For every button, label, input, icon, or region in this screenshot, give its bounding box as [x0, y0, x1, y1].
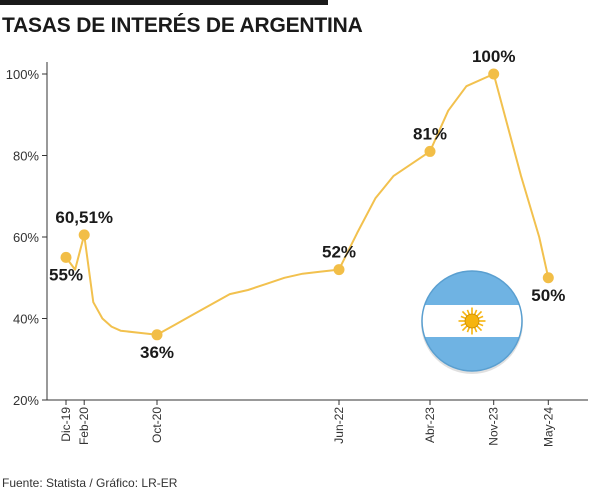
data-label: 55%	[49, 265, 83, 284]
sun-ray	[461, 310, 468, 317]
source-note: Fuente: Statista / Gráfico: LR-ER	[2, 476, 178, 490]
data-point	[78, 229, 90, 241]
sun-ray	[478, 315, 484, 320]
x-tick-label: Feb-20	[77, 407, 91, 445]
y-tick-label: 80%	[13, 149, 39, 164]
flag-border	[421, 270, 523, 372]
sun-ray	[473, 327, 478, 333]
argentina-flag-icon	[421, 270, 523, 374]
data-label: 100%	[472, 47, 515, 66]
y-tick-label: 20%	[13, 393, 39, 408]
data-point	[542, 272, 554, 284]
title-rule	[0, 0, 328, 5]
data-label: 81%	[413, 124, 447, 143]
x-tick-label: Jun-22	[332, 407, 346, 444]
data-point	[488, 68, 500, 80]
data-point	[424, 145, 436, 157]
data-label: 52%	[322, 243, 356, 262]
sun-ray	[461, 325, 468, 332]
sun-ray	[460, 322, 466, 327]
series-line	[65, 73, 550, 336]
data-point	[151, 329, 163, 341]
sun-icon	[464, 313, 480, 329]
x-tick-label: Oct-20	[150, 407, 164, 443]
sun-ray	[476, 325, 483, 332]
data-label: 50%	[531, 286, 565, 305]
y-tick-label: 40%	[13, 312, 39, 327]
data-label: 60,51%	[55, 208, 113, 227]
x-tick-label: Dic-19	[59, 407, 73, 442]
sun-ray	[473, 309, 478, 315]
sun-ray	[478, 322, 484, 327]
x-tick-label: May-24	[541, 407, 555, 447]
x-tick-label: Abr-23	[423, 407, 437, 443]
data-point	[333, 264, 345, 276]
sun-ray	[466, 309, 471, 315]
x-tick-label: Nov-23	[487, 407, 501, 446]
y-tick-label: 100%	[6, 67, 40, 82]
sun-ray	[476, 310, 483, 317]
sun-ray	[466, 327, 471, 333]
chart-title: TASAS DE INTERÉS DE ARGENTINA	[2, 14, 363, 37]
data-point	[60, 251, 72, 263]
data-label: 36%	[140, 343, 174, 362]
y-tick-label: 60%	[13, 230, 39, 245]
sun-ray	[460, 315, 466, 320]
